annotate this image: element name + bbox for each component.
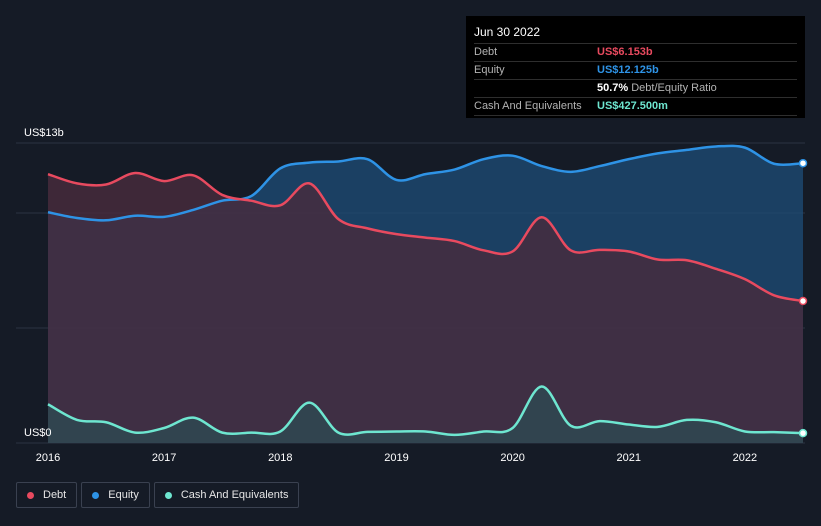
- x-tick-label: 2020: [500, 452, 524, 464]
- debt-end-marker: [798, 296, 808, 306]
- cash-and-equivalents-end-marker: [798, 428, 808, 438]
- legend-cash-label: Cash And Equivalents: [180, 489, 289, 501]
- x-axis-tick-labels: 2016 2017 2018 2019 2020 2021 2022: [36, 452, 757, 464]
- equity-end-marker: [798, 158, 808, 168]
- x-tick-label: 2016: [36, 452, 60, 464]
- tooltip-debt-label: Debt: [474, 46, 498, 58]
- legend-item-debt[interactable]: Debt: [16, 482, 78, 508]
- tooltip-cash-value: US$427.500m: [597, 100, 668, 112]
- tooltip-row-ratio: 50.7% Debt/Equity Ratio: [474, 79, 797, 97]
- chart-legend: Debt Equity Cash And Equivalents: [16, 482, 303, 508]
- x-tick-label: 2017: [152, 452, 176, 464]
- legend-item-cash[interactable]: Cash And Equivalents: [153, 482, 300, 508]
- tooltip-cash-label: Cash And Equivalents: [474, 100, 582, 112]
- series-areas: [48, 145, 803, 443]
- x-tick-label: 2022: [733, 452, 757, 464]
- legend-equity-dot-icon: [92, 491, 100, 499]
- legend-item-equity[interactable]: Equity: [81, 482, 150, 508]
- tooltip-ratio-value: 50.7%: [597, 82, 629, 94]
- tooltip-date: Jun 30 2022: [474, 25, 541, 39]
- tooltip-equity-label: Equity: [474, 64, 505, 76]
- x-tick-label: 2018: [268, 452, 292, 464]
- legend-debt-dot-icon: [27, 491, 34, 499]
- tooltip-row-cash: Cash And Equivalents US$427.500m: [474, 97, 797, 116]
- equity-line: [47, 144, 804, 222]
- debt-line: [47, 171, 804, 303]
- x-tick-label: 2021: [617, 452, 641, 464]
- cash-and-equivalents-line: [47, 385, 804, 437]
- tooltip-ratio-label: Debt/Equity Ratio: [631, 82, 717, 94]
- tooltip-debt-value: US$6.153b: [597, 46, 653, 58]
- tooltip-row-equity: Equity US$12.125b: [474, 61, 797, 79]
- tooltip-row-debt: Debt US$6.153b: [474, 43, 797, 61]
- legend-cash-dot-icon: [164, 491, 172, 499]
- y-axis-bottom-label: US$0: [24, 427, 52, 439]
- tooltip-equity-value: US$12.125b: [597, 64, 659, 76]
- end-markers: [798, 158, 808, 438]
- debt-area-shade: [48, 172, 803, 443]
- series-lines: [47, 144, 804, 437]
- y-axis-top-label: US$13b: [24, 127, 64, 139]
- hover-tooltip: Jun 30 2022 Debt US$6.153b Equity US$12.…: [466, 16, 805, 118]
- x-tick-label: 2019: [384, 452, 408, 464]
- legend-equity-label: Equity: [108, 489, 139, 501]
- legend-debt-label: Debt: [43, 489, 67, 501]
- cash-area-shade: [48, 386, 803, 443]
